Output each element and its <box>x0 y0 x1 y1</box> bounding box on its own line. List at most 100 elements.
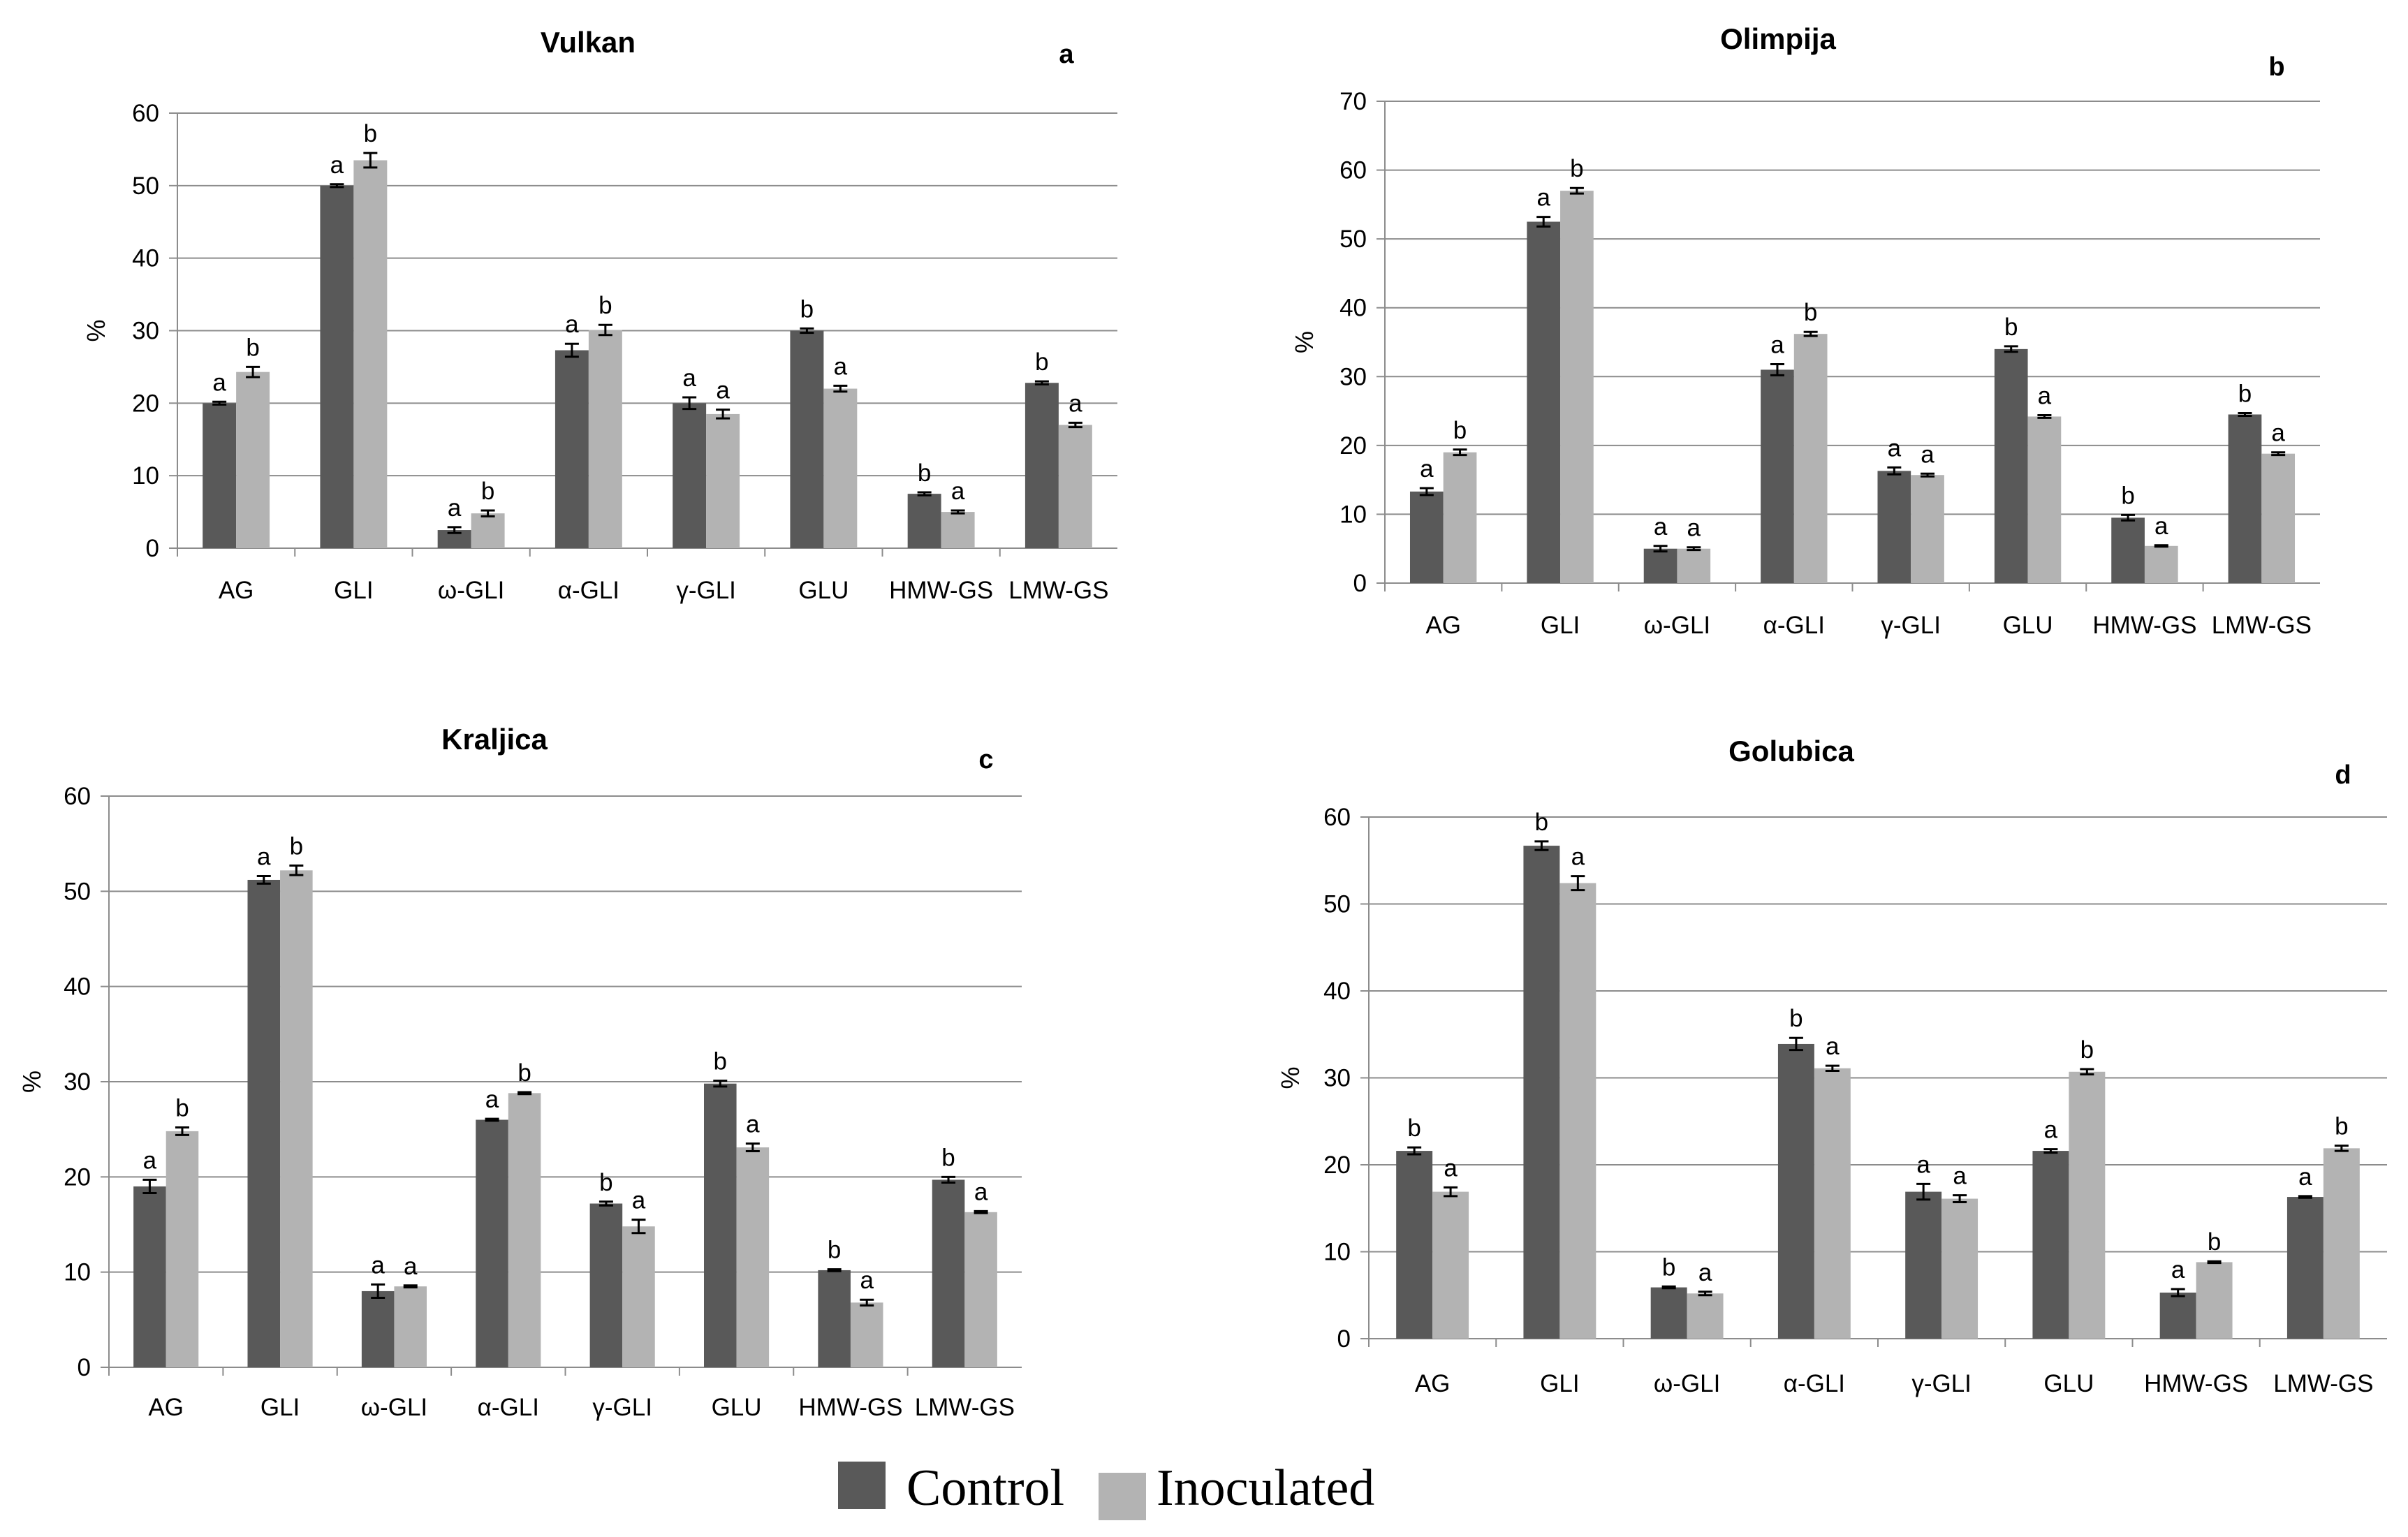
significance-letter: a <box>143 1147 157 1174</box>
bar-inoculated <box>1814 1068 1851 1339</box>
bar-control <box>1643 548 1677 583</box>
significance-letter: b <box>481 478 494 505</box>
category-label: α-GLI <box>1784 1370 1845 1397</box>
significance-letter: a <box>1654 513 1668 540</box>
y-tick-label: 60 <box>1339 157 1367 184</box>
significance-letter: b <box>1535 809 1548 836</box>
y-tick-label: 70 <box>1339 88 1367 115</box>
legend-label-control: Control <box>906 1459 1064 1517</box>
y-tick-label: 40 <box>1339 295 1367 322</box>
y-tick-label: 20 <box>64 1163 91 1191</box>
significance-letter: a <box>1921 441 1935 468</box>
y-tick-label: 40 <box>132 245 159 272</box>
bar-control <box>203 403 237 548</box>
significance-letter: a <box>485 1086 499 1113</box>
legend-swatch-inoculated <box>1099 1473 1146 1520</box>
bar-control <box>790 330 824 548</box>
significance-letter: b <box>941 1144 955 1171</box>
significance-letter: b <box>1789 1005 1803 1032</box>
category-label: GLU <box>2043 1370 2094 1397</box>
significance-letter: a <box>2038 382 2052 409</box>
bar-inoculated <box>1443 452 1477 583</box>
bar-inoculated <box>1793 334 1828 583</box>
y-tick-label: 20 <box>1323 1152 1351 1179</box>
significance-letter: b <box>175 1094 189 1122</box>
significance-letter: b <box>1407 1115 1420 1142</box>
bar-inoculated <box>1687 1293 1724 1339</box>
category-label: ω-GLI <box>361 1394 427 1421</box>
bar-inoculated <box>280 870 313 1367</box>
y-tick-label: 10 <box>1323 1239 1351 1266</box>
bar-control <box>2159 1293 2196 1339</box>
y-tick-label: 30 <box>1339 363 1367 390</box>
significance-letter: a <box>1444 1154 1458 1182</box>
bar-inoculated <box>964 1212 997 1367</box>
y-tick-label: 30 <box>1323 1065 1351 1092</box>
significance-letter: a <box>257 844 271 871</box>
bar-inoculated <box>2069 1071 2106 1339</box>
significance-letter: b <box>714 1048 727 1075</box>
bar-inoculated <box>1677 548 1711 583</box>
significance-letter: b <box>246 334 259 361</box>
significance-letter: b <box>1662 1253 1675 1281</box>
y-tick-label: 10 <box>64 1259 91 1286</box>
bar-inoculated <box>850 1302 883 1367</box>
category-label: γ-GLI <box>592 1394 652 1421</box>
bar-inoculated <box>2196 1262 2233 1339</box>
significance-letter: b <box>1570 155 1583 182</box>
category-label: AG <box>1425 612 1461 639</box>
significance-letter: b <box>1453 417 1467 444</box>
y-tick-label: 0 <box>78 1354 91 1381</box>
y-tick-label: 30 <box>132 318 159 345</box>
bar-control <box>1396 1151 1433 1339</box>
bar-inoculated <box>166 1131 199 1367</box>
significance-letter: a <box>1571 844 1585 871</box>
bar-control <box>1650 1287 1687 1339</box>
category-label: HMW-GS <box>798 1394 902 1421</box>
category-label: LMW-GS <box>2273 1370 2373 1397</box>
significance-letter: a <box>212 369 226 396</box>
category-label: AG <box>219 577 254 604</box>
bar-inoculated <box>394 1286 427 1367</box>
bar-inoculated <box>622 1226 655 1367</box>
category-label: α-GLI <box>478 1394 539 1421</box>
chart-vulkan: Vulkan a0102030405060%AGabGLIabω-GLIabα-G… <box>82 26 1117 604</box>
bar-control <box>555 350 589 548</box>
significance-letter: a <box>834 353 848 380</box>
legend-label-inoculated: Inoculated <box>1157 1459 1374 1517</box>
significance-letter: b <box>599 292 612 319</box>
category-label: AG <box>148 1394 184 1421</box>
bar-inoculated <box>706 413 740 548</box>
category-label: HMW-GS <box>2144 1370 2248 1397</box>
bar-control <box>476 1119 508 1367</box>
bar-inoculated <box>2323 1148 2360 1339</box>
category-label: GLI <box>1541 612 1580 639</box>
category-label: γ-GLI <box>1911 1370 1972 1397</box>
category-label: α-GLI <box>558 577 619 604</box>
y-tick-label: 10 <box>1339 501 1367 528</box>
significance-letter: b <box>800 295 814 323</box>
bar-control <box>1761 369 1794 583</box>
significance-letter: a <box>1916 1151 1930 1178</box>
significance-letter: b <box>364 120 377 147</box>
y-tick-label: 50 <box>132 172 159 200</box>
bar-inoculated <box>2027 416 2062 583</box>
significance-letter: a <box>746 1111 760 1138</box>
chart-title: Kraljica <box>441 723 548 756</box>
bar-control <box>1025 383 1059 548</box>
legend: Control Inoculated <box>838 1459 1374 1520</box>
significance-letter: a <box>974 1178 988 1205</box>
category-label: HMW-GS <box>889 577 993 604</box>
category-label: ω-GLI <box>1644 612 1710 639</box>
bar-control <box>1905 1191 1942 1339</box>
bar-control <box>1527 221 1561 583</box>
bar-inoculated <box>1058 425 1092 548</box>
significance-letter: a <box>2171 1256 2185 1284</box>
significance-letter: a <box>1826 1033 1840 1060</box>
legend-swatch-control <box>838 1462 886 1509</box>
y-tick-label: 50 <box>1339 226 1367 253</box>
significance-letter: a <box>404 1253 418 1280</box>
significance-letter: a <box>632 1187 646 1214</box>
